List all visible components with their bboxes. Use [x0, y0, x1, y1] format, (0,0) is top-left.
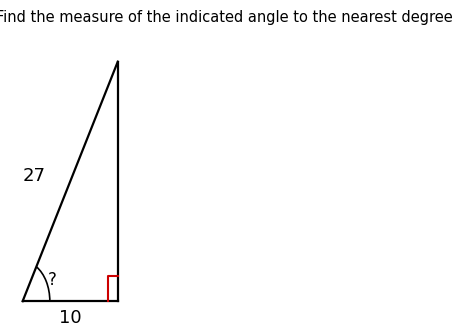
Text: Find the measure of the indicated angle to the nearest degree.: Find the measure of the indicated angle … — [0, 10, 453, 25]
Text: 27: 27 — [22, 167, 45, 185]
Text: ?: ? — [48, 271, 57, 289]
Text: 10: 10 — [59, 309, 82, 324]
